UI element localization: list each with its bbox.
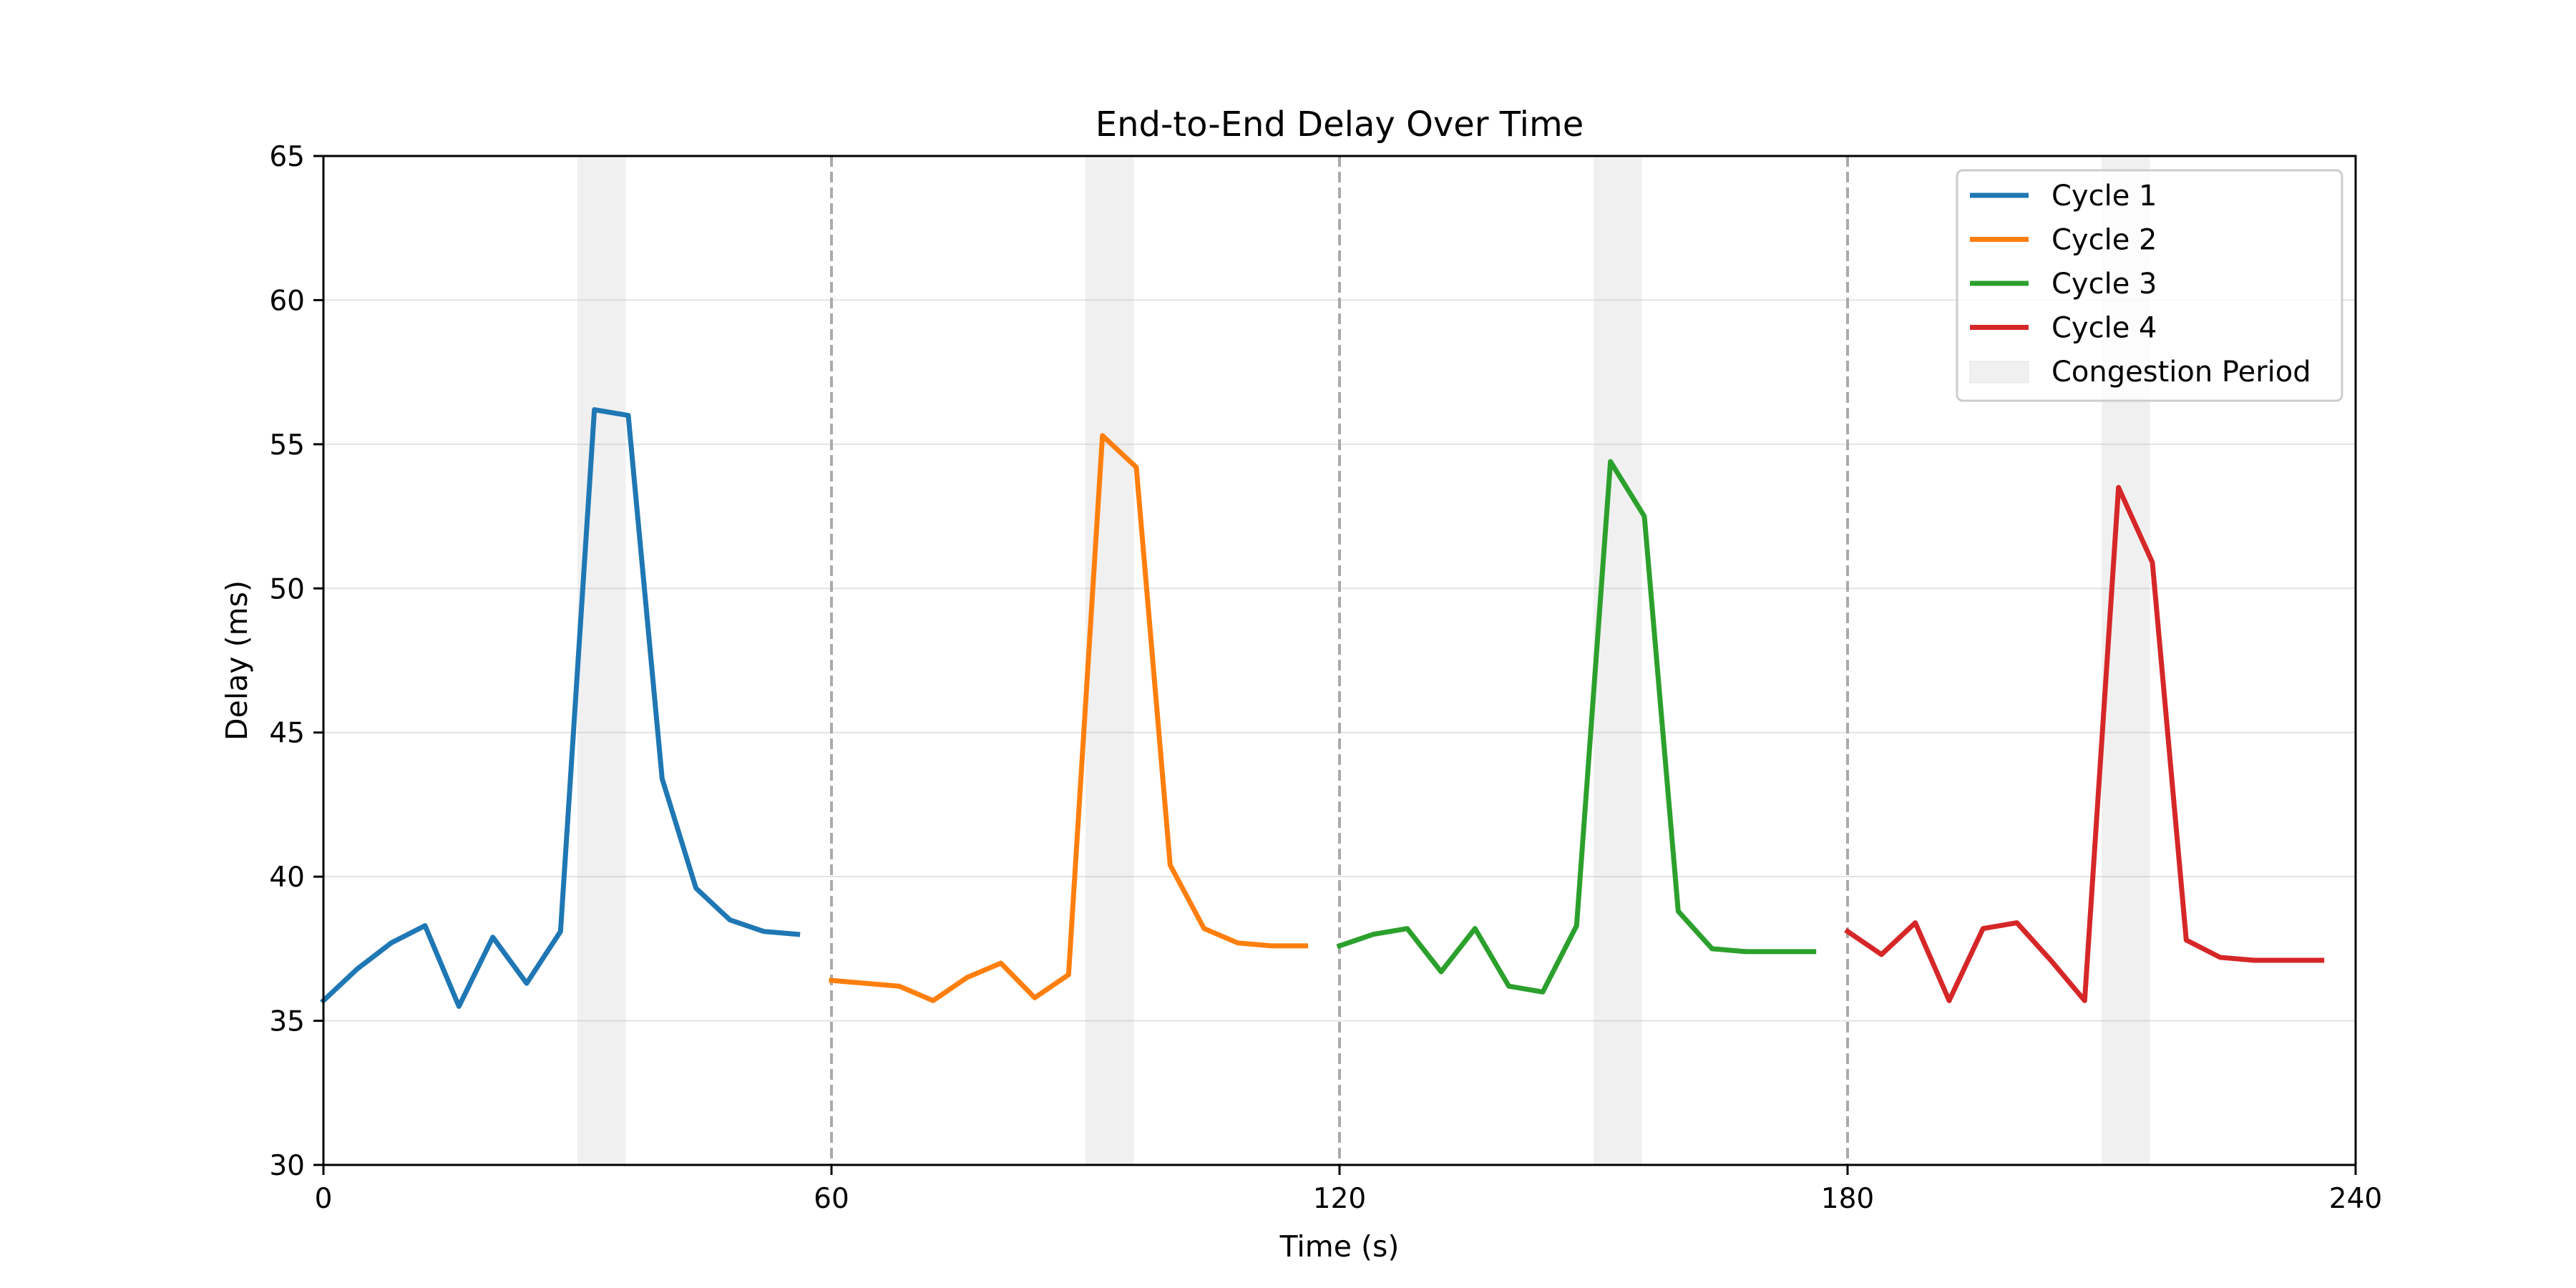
x-tick-label: 60 bbox=[814, 1183, 849, 1215]
congestion-bands bbox=[577, 156, 2150, 1165]
y-axis-label: Delay (ms) bbox=[220, 580, 254, 741]
legend-label: Cycle 2 bbox=[2051, 224, 2157, 257]
legend-label: Cycle 4 bbox=[2051, 312, 2157, 345]
legend-label: Cycle 1 bbox=[2051, 180, 2157, 213]
legend-swatch-congestion bbox=[1969, 361, 2029, 384]
legend-label: Cycle 3 bbox=[2051, 268, 2157, 301]
x-tick-label: 240 bbox=[2329, 1183, 2382, 1215]
x-tick-label: 180 bbox=[1821, 1183, 1874, 1215]
chart-title: End-to-End Delay Over Time bbox=[1096, 104, 1584, 145]
congestion-band bbox=[577, 156, 626, 1165]
legend-label: Congestion Period bbox=[2051, 356, 2311, 389]
series-line-cycle-1 bbox=[320, 407, 801, 1009]
y-tick-label: 45 bbox=[269, 718, 305, 750]
series-line-cycle-4 bbox=[1844, 484, 2325, 1003]
y-axis-ticks: 30 35 40 45 50 55 60 65 bbox=[269, 141, 323, 1182]
cycle-boundaries bbox=[830, 156, 1849, 1165]
y-tick-label: 30 bbox=[269, 1150, 305, 1182]
y-tick-label: 40 bbox=[269, 862, 305, 894]
y-tick-label: 55 bbox=[269, 429, 305, 462]
congestion-band bbox=[1594, 156, 1642, 1165]
congestion-band bbox=[1085, 156, 1134, 1165]
x-axis-label: Time (s) bbox=[1279, 1229, 1400, 1264]
series-line-cycle-2 bbox=[829, 433, 1309, 1003]
y-tick-label: 50 bbox=[269, 573, 305, 605]
x-tick-label: 120 bbox=[1313, 1183, 1366, 1215]
y-tick-label: 60 bbox=[269, 285, 305, 317]
series-lines bbox=[320, 407, 2325, 1009]
series-line-cycle-3 bbox=[1336, 459, 1817, 995]
x-tick-label: 0 bbox=[315, 1183, 333, 1215]
y-tick-label: 65 bbox=[269, 141, 305, 173]
y-tick-label: 35 bbox=[269, 1006, 305, 1038]
x-axis-ticks: 0 60 120 180 240 bbox=[315, 1165, 2382, 1215]
legend-box bbox=[1956, 169, 2343, 402]
legend: Cycle 1 Cycle 2 Cycle 3 Cycle 4 Congestion P… bbox=[1956, 169, 2343, 402]
